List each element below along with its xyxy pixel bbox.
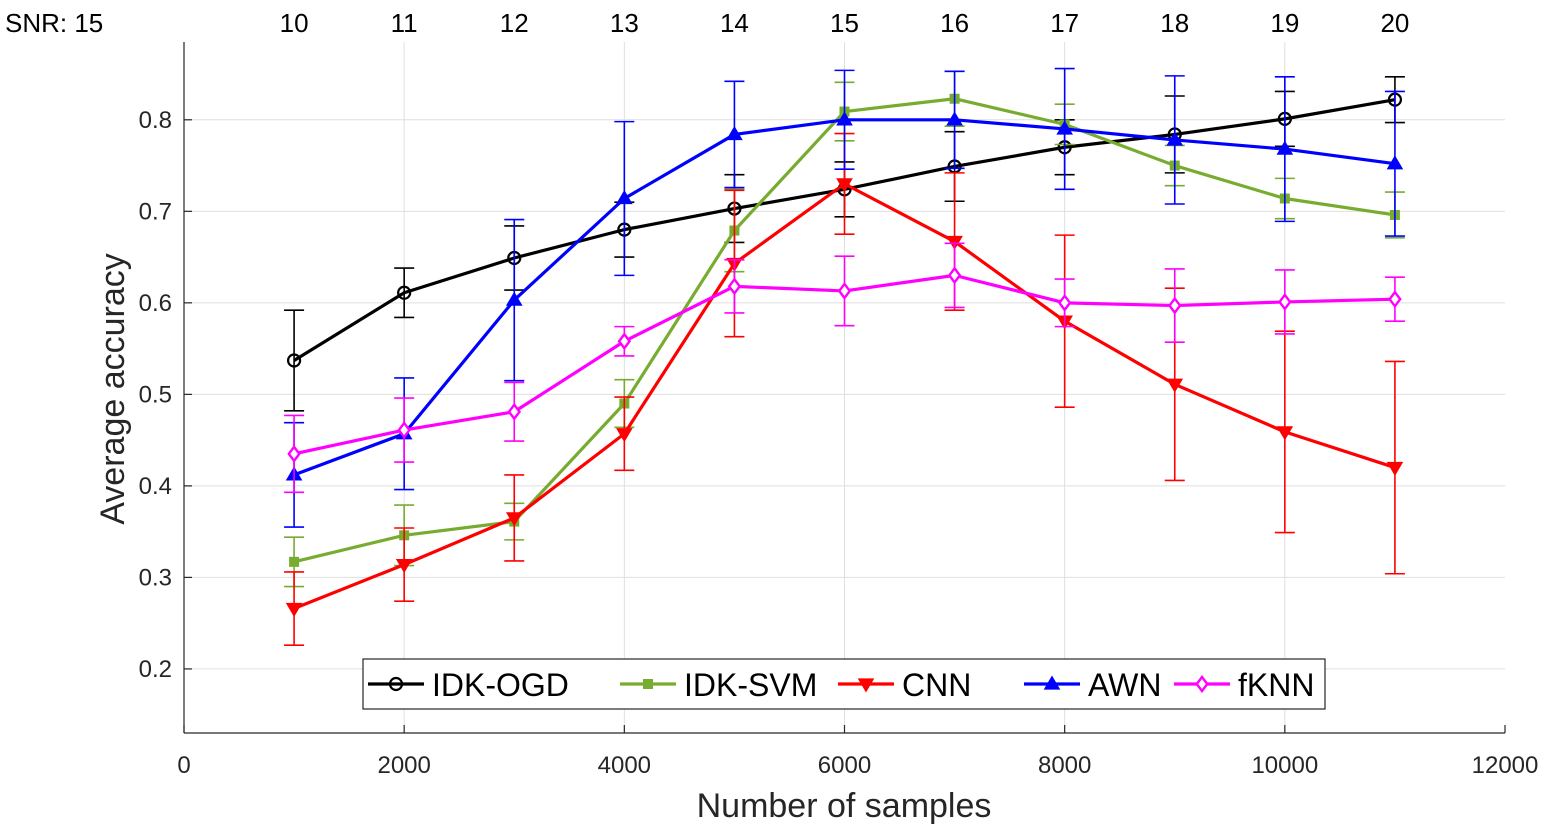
- y-tick-label: 0.6: [139, 290, 172, 317]
- data-point: [507, 402, 521, 421]
- legend-marker: [388, 676, 404, 692]
- legend-label: AWN: [1088, 667, 1161, 703]
- data-point: [616, 428, 633, 443]
- x-tick-label: 8000: [1038, 752, 1091, 779]
- data-point: [1276, 140, 1294, 155]
- top-tick-label: 15: [830, 8, 859, 38]
- legend-entry-cnn: CNN: [838, 667, 971, 703]
- data-point: [727, 277, 742, 296]
- data-point: [395, 558, 413, 574]
- data-point: [289, 556, 300, 567]
- top-tick-label: 17: [1050, 8, 1079, 38]
- legend-entry-awn: AWN: [1024, 667, 1161, 703]
- y-tick-label: 0.3: [139, 564, 172, 591]
- y-tick-label: 0.5: [139, 381, 172, 408]
- data-point: [1278, 292, 1292, 311]
- legend-entry-idk-svm: IDK-SVM: [620, 667, 817, 703]
- legend-label: IDK-OGD: [432, 667, 569, 703]
- axes: 0 2000 4000 6000 8000 10000 12000 0.2 0.3 0.4 0.5 0…: [139, 8, 1539, 779]
- top-tick-label: 14: [720, 8, 749, 38]
- legend-entry-fknn: fKNN: [1174, 667, 1314, 703]
- data-point: [287, 444, 301, 463]
- data-point: [1166, 378, 1184, 393]
- top-tick-label: 13: [610, 8, 639, 38]
- top-tick-label: 11: [391, 8, 418, 38]
- top-tick-label: 10: [280, 8, 309, 38]
- data-point: [1386, 155, 1404, 170]
- legend-label: fKNN: [1238, 667, 1314, 703]
- data-point: [1057, 293, 1072, 312]
- x-tick-label: 10000: [1251, 752, 1318, 779]
- top-tick-label: 16: [940, 8, 969, 38]
- top-tick-label: 20: [1380, 8, 1409, 38]
- data-point: [726, 125, 743, 141]
- data-point: [505, 512, 523, 527]
- legend-label: CNN: [902, 667, 971, 703]
- data-point: [397, 285, 412, 300]
- legend-label: IDK-SVM: [684, 667, 817, 703]
- data-point: [1166, 131, 1184, 146]
- data-point: [837, 281, 852, 300]
- data-point: [397, 421, 411, 440]
- legend-marker: [1195, 675, 1209, 693]
- legend-marker: [1043, 675, 1061, 690]
- series-fknn: [284, 242, 1405, 494]
- x-tick-label: 12000: [1472, 752, 1539, 779]
- y-tick-label: 0.4: [139, 473, 172, 500]
- data-point: [836, 111, 853, 126]
- data-point: [616, 190, 633, 205]
- x-tick-label: 4000: [598, 752, 651, 779]
- x-tick-label: 6000: [818, 752, 871, 779]
- data-point: [1168, 296, 1182, 315]
- series-awn: [284, 67, 1405, 528]
- data-point: [286, 353, 302, 368]
- legend: IDK-OGD IDK-SVM CNN AWN fKNN: [362, 658, 1326, 710]
- y-tick-label: 0.2: [139, 656, 172, 683]
- data-point: [1056, 120, 1073, 135]
- x-tick-label: 2000: [377, 752, 430, 779]
- data-point: [947, 266, 962, 285]
- data-point: [946, 111, 963, 126]
- legend-entry-idk-ogd: IDK-OGD: [368, 667, 569, 703]
- data-point: [1388, 290, 1402, 309]
- legend-marker: [643, 679, 653, 689]
- series-layer: [284, 67, 1405, 646]
- x-axis-title: Number of samples: [697, 787, 992, 825]
- y-tick-label: 0.8: [139, 107, 172, 134]
- top-tick-label: 12: [500, 8, 529, 38]
- legend-marker: [857, 678, 875, 693]
- data-point: [1276, 426, 1294, 441]
- top-axis-label: SNR: 15: [5, 8, 103, 38]
- data-point: [617, 332, 632, 351]
- data-point: [505, 291, 523, 306]
- top-tick-label: 18: [1160, 8, 1189, 38]
- y-tick-label: 0.7: [139, 198, 172, 225]
- y-axis-title: Average accuracy: [94, 253, 132, 525]
- data-point: [285, 602, 303, 618]
- data-point: [836, 178, 853, 193]
- data-point: [1386, 461, 1404, 477]
- top-tick-label: 19: [1270, 8, 1299, 38]
- x-tick-label: 0: [177, 752, 190, 779]
